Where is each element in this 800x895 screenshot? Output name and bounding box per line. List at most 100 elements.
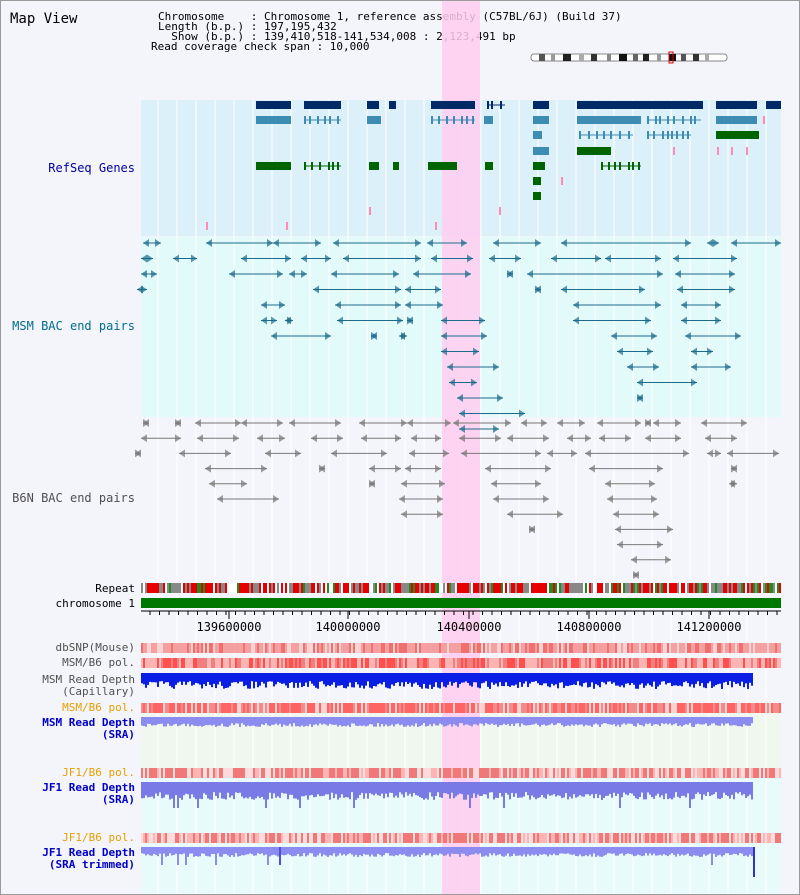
read-depth-bar (247, 717, 249, 726)
polymorphism-cell (395, 643, 397, 653)
polymorphism-cell (425, 768, 427, 778)
polymorphism-cell (657, 643, 659, 653)
polymorphism-cell (575, 768, 577, 778)
read-depth-bar (335, 673, 337, 688)
read-depth-bar (543, 847, 545, 855)
polymorphism-cell (355, 703, 357, 713)
msm-bac-end (405, 301, 411, 309)
read-depth-bar (615, 847, 617, 856)
track-label-b6n-bac[interactable]: B6N BAC end pairs (12, 491, 135, 505)
polymorphism-cell (435, 658, 437, 668)
gene-exon (487, 101, 489, 109)
repeat-block (717, 583, 719, 593)
repeat-block (249, 583, 251, 593)
polymorphism-cell (693, 833, 695, 843)
polymorphism-cell (167, 768, 169, 778)
read-depth-bar (623, 847, 625, 856)
polymorphism-cell (763, 833, 765, 843)
msm-bac-end (371, 332, 377, 340)
msm-bac-end (713, 239, 719, 247)
polymorphism-cell (245, 768, 247, 778)
track-label-repeat[interactable]: Repeat (95, 582, 135, 595)
chromosome-ideogram[interactable] (529, 51, 731, 65)
repeat-block (273, 583, 275, 593)
polymorphism-cell (143, 703, 145, 713)
msm-bac-end (493, 363, 499, 371)
track-label-msm-depth-capillary[interactable]: MSM Read Depth (42, 673, 135, 686)
polymorphism-cell (197, 643, 199, 653)
repeat-block (211, 583, 213, 593)
polymorphism-cell (613, 768, 615, 778)
read-depth-bar (507, 847, 509, 854)
polymorphism-cell (411, 833, 413, 843)
repeat-block (675, 583, 677, 593)
polymorphism-cell (455, 643, 457, 653)
polymorphism-cell (603, 658, 605, 668)
polymorphism-cell (447, 833, 449, 843)
track-label-jf1-pol-trimmed[interactable]: JF1/B6 pol. (62, 831, 135, 844)
polymorphism-cell (503, 768, 505, 778)
read-depth-bar (203, 673, 205, 685)
polymorphism-cell (469, 703, 471, 713)
repeat-block (405, 583, 407, 593)
track-label-jf1-depth-trimmed[interactable]: JF1 Read Depth (42, 846, 135, 859)
read-depth-bar (597, 847, 599, 856)
polymorphism-cell (739, 703, 741, 713)
polymorphism-cell (147, 643, 149, 653)
read-depth-bar (333, 782, 335, 799)
read-depth-bar (201, 717, 203, 727)
polymorphism-cell (179, 658, 181, 668)
msm-bac-end (413, 270, 419, 278)
polymorphism-cell (689, 658, 691, 668)
polymorphism-cell (187, 643, 189, 653)
read-depth-bar (699, 717, 701, 725)
polymorphism-cell (701, 768, 703, 778)
polymorphism-cell (433, 768, 435, 778)
polymorphism-cell (203, 833, 205, 843)
read-depth-bar (263, 782, 265, 800)
polymorphism-cell (419, 768, 421, 778)
track-label-msm-depth-sra[interactable]: MSM Read Depth (42, 716, 135, 729)
polymorphism-cell (607, 703, 609, 713)
track-label-dbsnp[interactable]: dbSNP(Mouse) (55, 641, 135, 654)
track-label-jf1-depth[interactable]: JF1 Read Depth (42, 781, 135, 794)
polymorphism-cell (751, 643, 753, 653)
read-depth-bar (683, 717, 685, 726)
polymorphism-cell (549, 833, 551, 843)
read-depth-bar (363, 847, 365, 854)
read-depth-bar (269, 847, 271, 857)
polymorphism-cell (753, 703, 755, 713)
read-depth-bar (345, 782, 347, 798)
msm-bac-end (573, 316, 579, 325)
polymorphism-cell (613, 643, 615, 653)
track-label-msm-bac[interactable]: MSM BAC end pairs (12, 319, 135, 333)
track-label-jf1-pol[interactable]: JF1/B6 pol. (62, 766, 135, 779)
track-label-msm-pol-capillary[interactable]: MSM/B6 pol. (62, 656, 135, 669)
polymorphism-cell (715, 833, 717, 843)
polymorphism-cell (253, 643, 255, 653)
track-label-refseq[interactable]: RefSeq Genes (48, 161, 135, 175)
read-depth-bar (409, 847, 411, 857)
read-depth-bar (529, 847, 531, 856)
read-depth-bar (481, 673, 483, 684)
polymorphism-cell (351, 768, 353, 778)
polymorphism-cell (265, 833, 267, 843)
polymorphism-cell (321, 658, 323, 668)
polymorphism-cell (241, 643, 243, 653)
read-depth-bar (563, 782, 565, 798)
b6n-bac-end (401, 419, 407, 427)
read-depth-bar (531, 782, 533, 796)
polymorphism-cell (459, 643, 461, 653)
read-depth-bar (143, 847, 145, 854)
polymorphism-cell (485, 658, 487, 668)
track-label-msm-pol-sra[interactable]: MSM/B6 pol. (62, 701, 135, 714)
msm-bac-end (441, 316, 447, 325)
read-depth-bar (509, 673, 511, 687)
read-depth-bar (441, 782, 443, 798)
polymorphism-cell (267, 703, 269, 713)
polymorphism-cell (477, 643, 479, 653)
read-depth-bar (441, 847, 443, 855)
read-depth-bar (725, 717, 727, 724)
polymorphism-cell (553, 703, 555, 713)
